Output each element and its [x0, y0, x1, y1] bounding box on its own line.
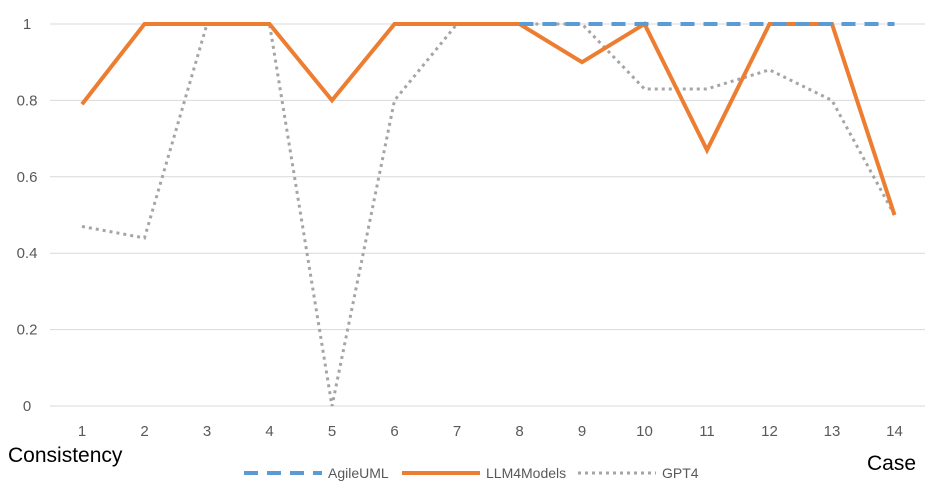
- x-tick-label: 3: [203, 423, 211, 440]
- legend-label: AgileUML: [328, 465, 389, 481]
- x-tick-label: 12: [761, 423, 778, 440]
- x-tick-label: 10: [636, 423, 653, 440]
- series-line-llm4models: [80, 21, 897, 216]
- y-tick-label: 0.8: [17, 92, 38, 109]
- x-axis-ticks: 1 2 3 4 5 6 7 8 9 10 11 12 13 14: [78, 423, 903, 440]
- x-tick-label: 2: [140, 423, 148, 440]
- y-axis-ticks: 0 0.2 0.4 0.6 0.8 1: [17, 16, 38, 415]
- x-tick-label: 14: [886, 423, 903, 440]
- y-tick-label: 1: [23, 16, 31, 33]
- y-tick-label: 0.2: [17, 322, 38, 339]
- series-line-gpt4: [81, 22, 896, 407]
- y-axis-title: Consistency: [8, 444, 123, 467]
- x-tick-label: 5: [328, 423, 336, 440]
- series-lines: [80, 21, 897, 407]
- x-tick-label: 1: [78, 423, 86, 440]
- x-tick-label: 7: [453, 423, 461, 440]
- legend-label: GPT4: [662, 465, 699, 481]
- x-tick-label: 8: [515, 423, 523, 440]
- y-tick-label: 0.6: [17, 169, 38, 186]
- y-tick-label: 0.4: [17, 245, 38, 262]
- x-axis-title: Case: [867, 452, 916, 475]
- legend-label: LLM4Models: [486, 465, 566, 481]
- x-tick-label: 4: [265, 423, 273, 440]
- gridlines: [50, 23, 925, 407]
- legend: AgileUML LLM4Models GPT4: [244, 465, 699, 481]
- x-tick-label: 11: [699, 423, 715, 440]
- x-tick-label: 9: [578, 423, 586, 440]
- x-tick-label: 6: [390, 423, 398, 440]
- y-tick-label: 0: [23, 398, 31, 415]
- x-tick-label: 13: [824, 423, 841, 440]
